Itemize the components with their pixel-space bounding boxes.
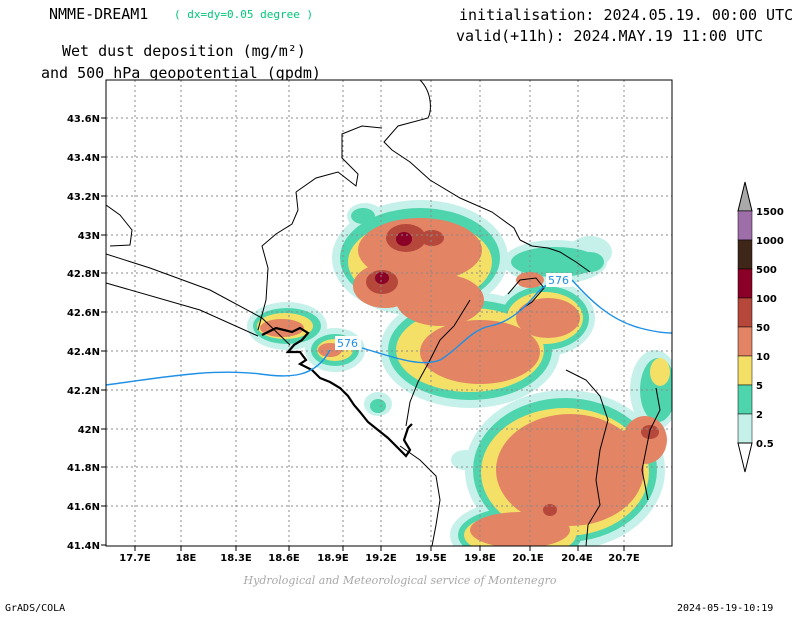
plot-frame [105,79,673,547]
y-tick-marks [101,117,106,546]
y-tick-label: 42.8N [67,269,100,280]
y-tick-label: 43.6N [67,114,100,125]
x-tick-label: 18.9E [317,553,349,564]
legend-bottom-arrow [737,442,753,473]
legend-label: 2 [756,410,763,421]
y-tick-label: 43.2N [67,192,100,203]
legend-swatch-10 [737,326,753,357]
dust-level-10 [260,218,667,546]
legend-label: 100 [756,294,777,305]
valid-time: valid(+11h): 2024.MAY.19 11:00 UTC [456,27,764,45]
x-tick-marks [134,546,625,551]
legend-swatch-100 [737,268,753,299]
legend-label: 0.5 [756,439,774,450]
resolution-label: ( dx=dy=0.05 degree ) [174,8,314,21]
x-tick-labels: 17.7E 18E 18.3E 18.6E 18.9E 19.2E 19.5E … [119,553,640,564]
legend-label: 10 [756,352,770,363]
variable-title-line1: Wet dust deposition (mg/m²) [62,42,306,60]
contour-label-box-1 [335,336,361,350]
legend-label: 5 [756,381,763,392]
y-tick-label: 42N [78,425,100,436]
borders [106,80,661,546]
y-tick-label: 43.4N [67,153,100,164]
dust-field [247,200,672,546]
footer-timestamp: 2024-05-19-10:19 [677,603,774,614]
legend-swatch-2 [737,384,753,415]
x-tick-label: 19.8E [464,553,496,564]
legend-label: 1500 [756,207,784,218]
legend-swatch-1000 [737,210,753,241]
legend-top-arrow [737,181,753,212]
x-tick-label: 19.5E [415,553,447,564]
x-tick-label: 18.6E [268,553,300,564]
y-tick-label: 41.8N [67,463,100,474]
color-legend: 1500 1000 500 100 50 10 5 2 0.5 [737,181,784,473]
grid-lines [106,80,672,546]
credit-text: Hydrological and Meteorological service … [243,574,557,587]
footer-software: GrADS/COLA [5,603,66,614]
legend-swatch-0.5 [737,413,753,444]
contour-label-box-2 [546,273,572,287]
montenegro-coastline [261,326,413,458]
legend-label: 50 [756,323,770,334]
y-tick-labels: 43.6N 43.4N 43.2N 43N 42.8N 42.6N 42.4N … [67,114,100,552]
y-tick-label: 42.4N [67,347,100,358]
legend-label: 1000 [756,236,784,247]
x-tick-label: 20.7E [608,553,640,564]
contour-label-576-east: 576 [548,274,569,287]
x-tick-label: 20.4E [561,553,593,564]
variable-title-line2: and 500 hPa geopotential (gpdm) [41,64,321,82]
legend-swatch-5 [737,355,753,386]
legend-swatch-50 [737,297,753,328]
x-tick-label: 18.3E [220,553,252,564]
x-tick-label: 17.7E [119,553,151,564]
y-tick-label: 42.2N [67,386,100,397]
initialisation-time: initialisation: 2024.05.19. 00:00 UTC [459,6,794,24]
geopotential-contour-576 [106,279,672,386]
y-tick-label: 41.4N [67,541,100,552]
legend-label: 500 [756,265,777,276]
model-title: NMME-DREAM1 [49,5,149,23]
contour-label-576-west: 576 [337,337,358,350]
y-tick-label: 42.6N [67,308,100,319]
y-tick-label: 41.6N [67,502,100,513]
x-tick-label: 20.1E [512,553,544,564]
x-tick-label: 19.2E [365,553,397,564]
y-tick-label: 43N [78,231,100,242]
legend-swatch-500 [737,239,753,270]
x-tick-label: 18E [176,553,197,564]
